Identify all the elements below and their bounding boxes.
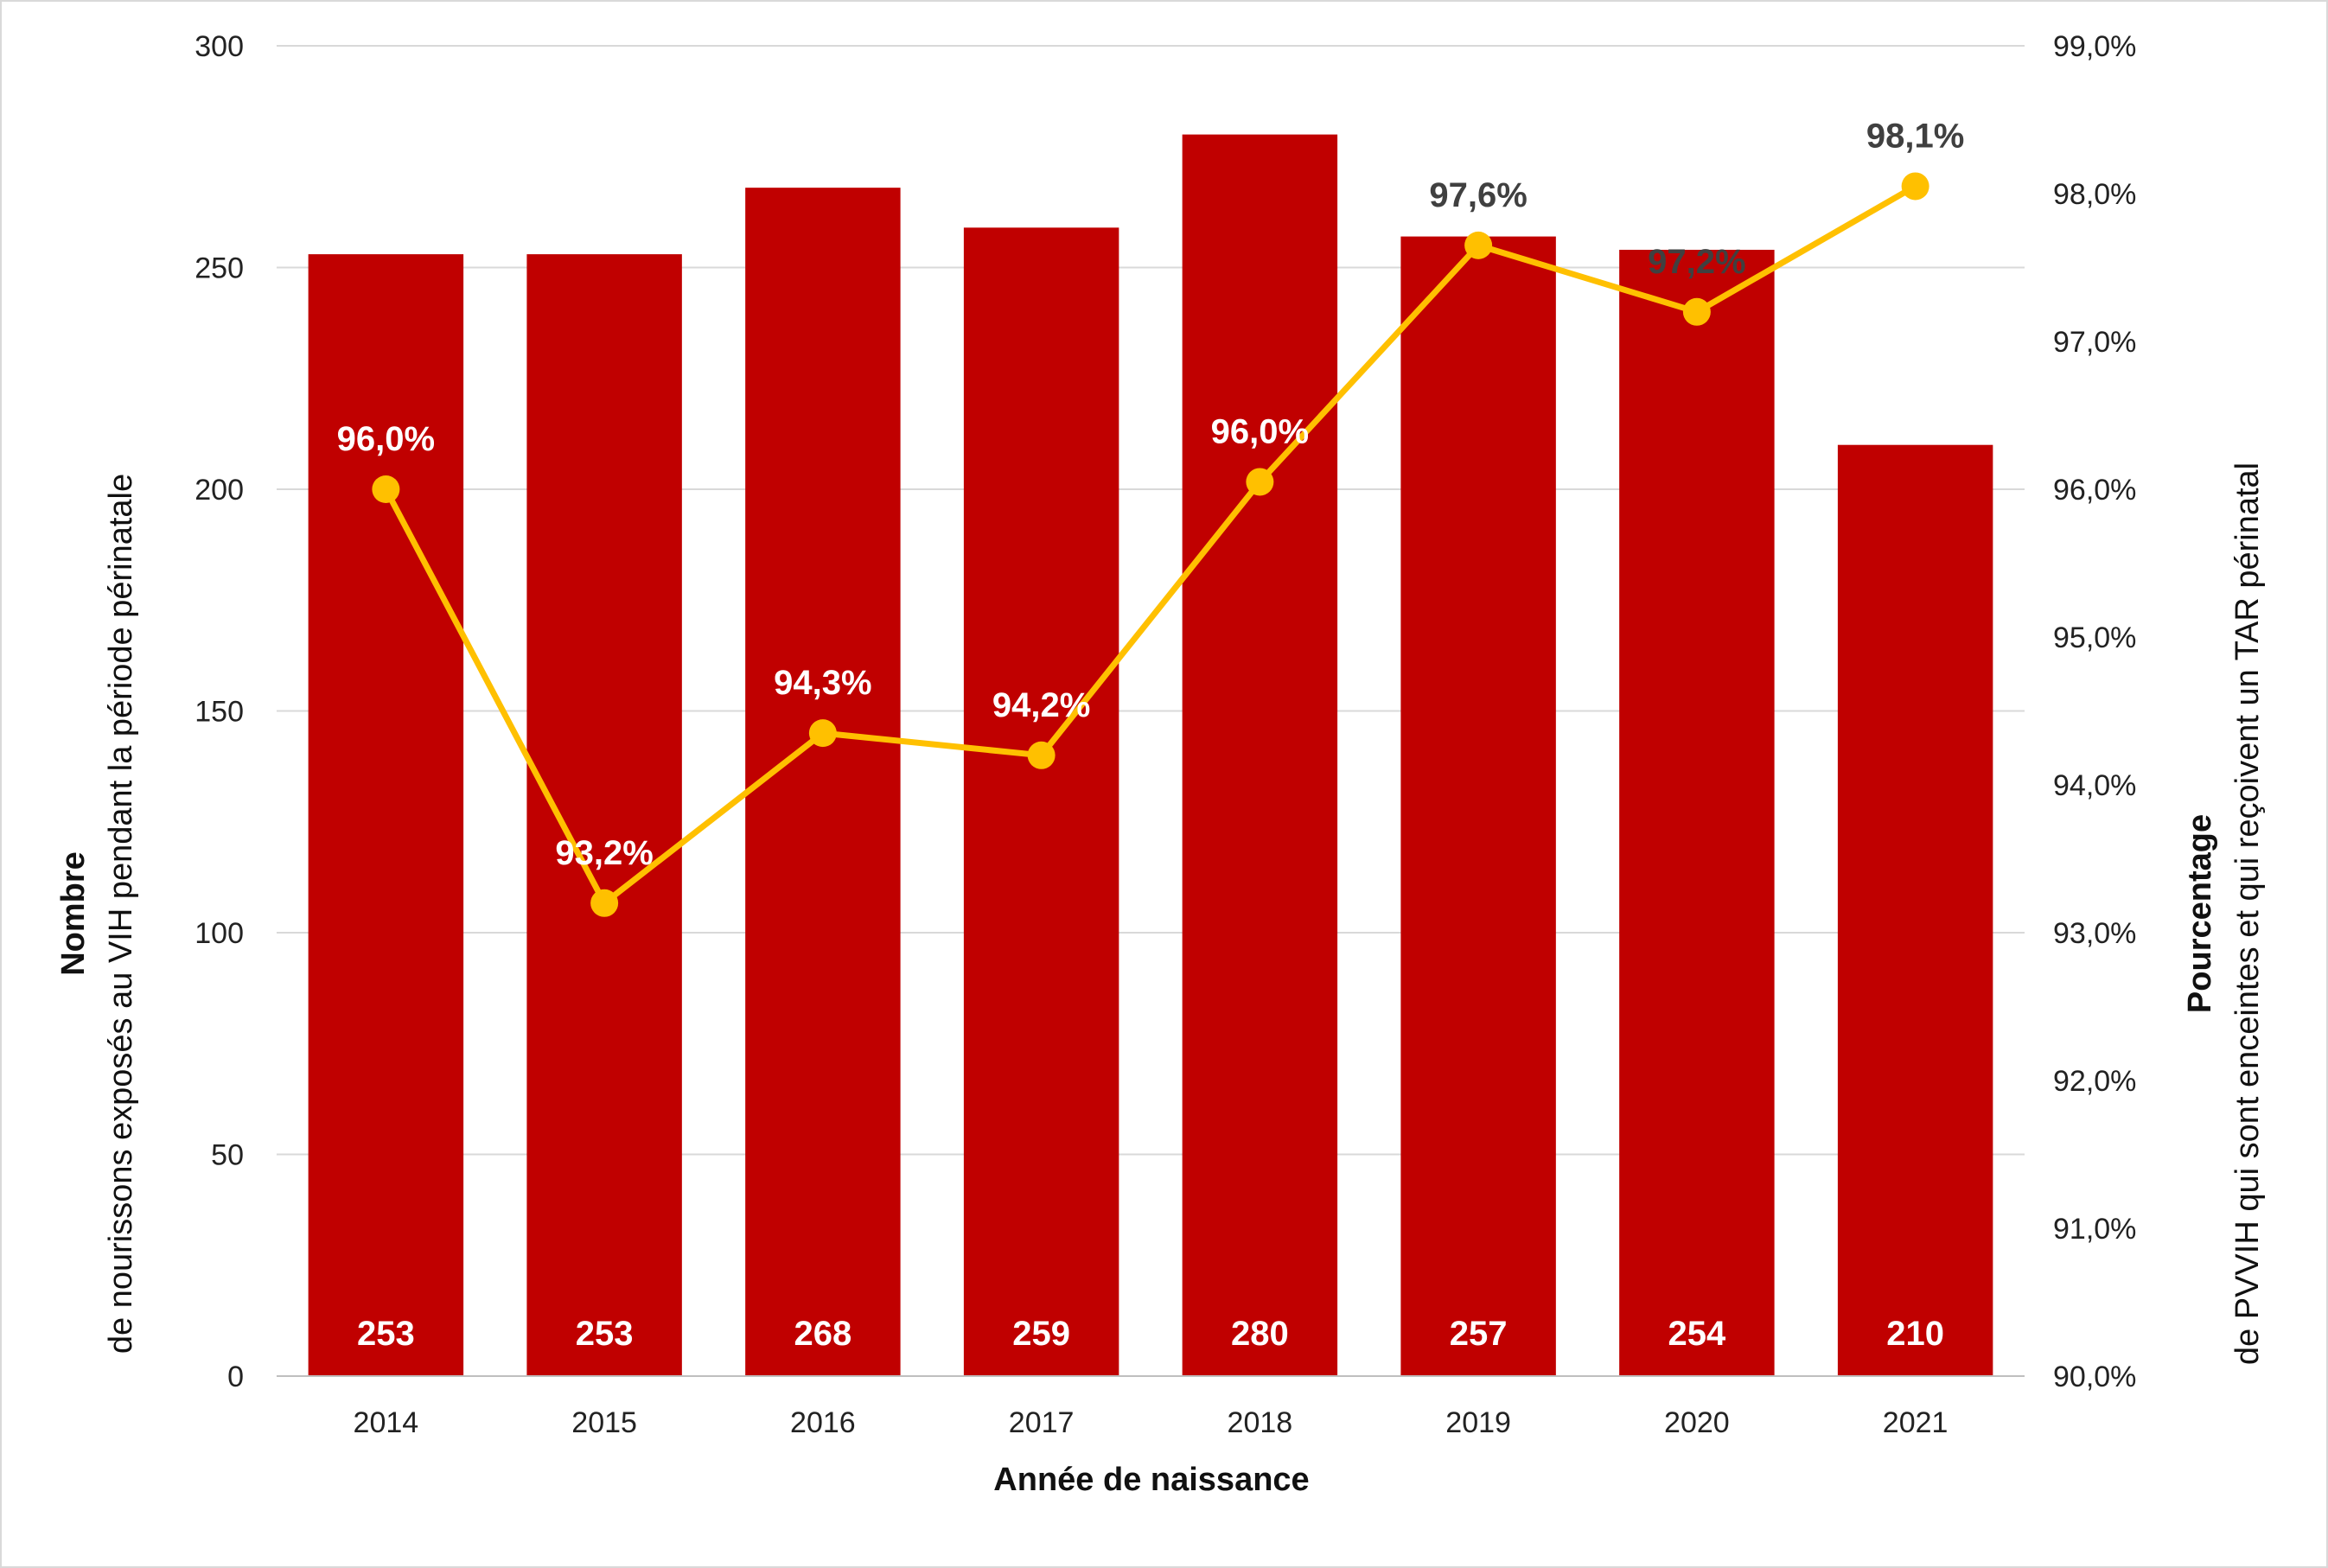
bar bbox=[745, 188, 901, 1376]
line-series bbox=[372, 172, 1929, 917]
left-tick-label: 100 bbox=[195, 917, 244, 950]
left-tick-label: 150 bbox=[195, 696, 244, 729]
right-tick-label: 91,0% bbox=[2053, 1213, 2136, 1246]
bar-value-label: 254 bbox=[1668, 1315, 1726, 1353]
left-axis-ticks: 0 50 100 150 200 250 300 bbox=[195, 30, 244, 1393]
line-point bbox=[1027, 741, 1056, 769]
left-axis-title: Nombre de nourissons exposés au VIH pend… bbox=[55, 474, 139, 1354]
bar bbox=[1400, 236, 1556, 1377]
right-axis-title-bold: Pourcentage bbox=[2182, 814, 2218, 1013]
left-axis-title-bold: Nombre bbox=[55, 851, 92, 976]
right-axis-title-text: de PVVIH qui sont enceintes et qui reçoi… bbox=[2229, 462, 2266, 1365]
right-tick-label: 97,0% bbox=[2053, 326, 2136, 359]
bar-series bbox=[308, 134, 1993, 1377]
bar-value-label: 259 bbox=[1012, 1315, 1070, 1353]
line-value-label: 94,3% bbox=[774, 664, 871, 702]
right-tick-label: 93,0% bbox=[2053, 917, 2136, 950]
bar-value-label: 257 bbox=[1450, 1315, 1508, 1353]
left-tick-label: 0 bbox=[227, 1361, 244, 1393]
line-point bbox=[1464, 231, 1493, 259]
bar bbox=[963, 227, 1119, 1377]
line-value-label: 93,2% bbox=[555, 834, 653, 872]
line-path bbox=[383, 183, 1917, 907]
right-axis-ticks: 90,0% 91,0% 92,0% 93,0% 94,0% 95,0% 96,0% 97,0%… bbox=[2053, 30, 2136, 1393]
x-axis-title: Année de naissance bbox=[993, 1462, 1309, 1498]
line-point bbox=[1246, 468, 1274, 496]
bar bbox=[1837, 444, 1993, 1377]
right-tick-label: 95,0% bbox=[2053, 621, 2136, 654]
x-tick-label: 2015 bbox=[571, 1406, 637, 1439]
right-axis-title: Pourcentage de PVVIH qui sont enceintes … bbox=[2182, 462, 2266, 1365]
left-tick-label: 50 bbox=[211, 1139, 244, 1172]
line-value-label: 97,2% bbox=[1648, 243, 1745, 281]
right-tick-label: 90,0% bbox=[2053, 1361, 2136, 1393]
x-tick-label: 2020 bbox=[1664, 1406, 1730, 1439]
left-tick-label: 200 bbox=[195, 474, 244, 507]
line-point bbox=[590, 889, 619, 917]
line-point bbox=[808, 719, 837, 748]
line-value-label: 98,1% bbox=[1866, 117, 1964, 155]
right-tick-label: 96,0% bbox=[2053, 474, 2136, 507]
right-tick-label: 99,0% bbox=[2053, 30, 2136, 63]
line-point bbox=[372, 475, 400, 503]
right-tick-label: 98,0% bbox=[2053, 178, 2136, 211]
bar-value-label: 280 bbox=[1231, 1315, 1289, 1353]
x-tick-label: 2014 bbox=[354, 1406, 419, 1439]
bar bbox=[1619, 249, 1775, 1377]
left-tick-label: 250 bbox=[195, 252, 244, 285]
bar bbox=[1182, 134, 1338, 1377]
line-value-label: 97,6% bbox=[1429, 176, 1527, 214]
left-axis-title-text: de nourissons exposés au VIH pendant la … bbox=[103, 474, 139, 1354]
bar bbox=[526, 254, 682, 1376]
bar-value-label: 253 bbox=[357, 1315, 415, 1353]
line-point bbox=[1682, 297, 1711, 326]
right-tick-label: 94,0% bbox=[2053, 769, 2136, 802]
x-tick-label: 2019 bbox=[1445, 1406, 1511, 1439]
x-tick-label: 2017 bbox=[1009, 1406, 1075, 1439]
bar bbox=[308, 254, 464, 1376]
line-point bbox=[1901, 172, 1929, 201]
left-tick-label: 300 bbox=[195, 30, 244, 63]
line-value-label: 96,0% bbox=[337, 420, 435, 458]
x-tick-label: 2016 bbox=[790, 1406, 856, 1439]
line-value-label: 96,0% bbox=[1211, 412, 1309, 450]
bar-value-label: 210 bbox=[1886, 1315, 1944, 1353]
right-tick-label: 92,0% bbox=[2053, 1065, 2136, 1098]
line-value-label: 94,2% bbox=[992, 686, 1090, 724]
bar-value-label: 268 bbox=[794, 1315, 852, 1353]
x-tick-label: 2018 bbox=[1228, 1406, 1293, 1439]
bar-value-label: 253 bbox=[576, 1315, 634, 1353]
data-labels: 253 253 268 259 280 257 254 210 96,0% 93,2% 94,3% 9… bbox=[337, 117, 1965, 1353]
x-tick-label: 2021 bbox=[1883, 1406, 1949, 1439]
x-axis-ticks: 2014 2015 2016 2017 2018 2019 2020 2021 bbox=[354, 1406, 1949, 1439]
